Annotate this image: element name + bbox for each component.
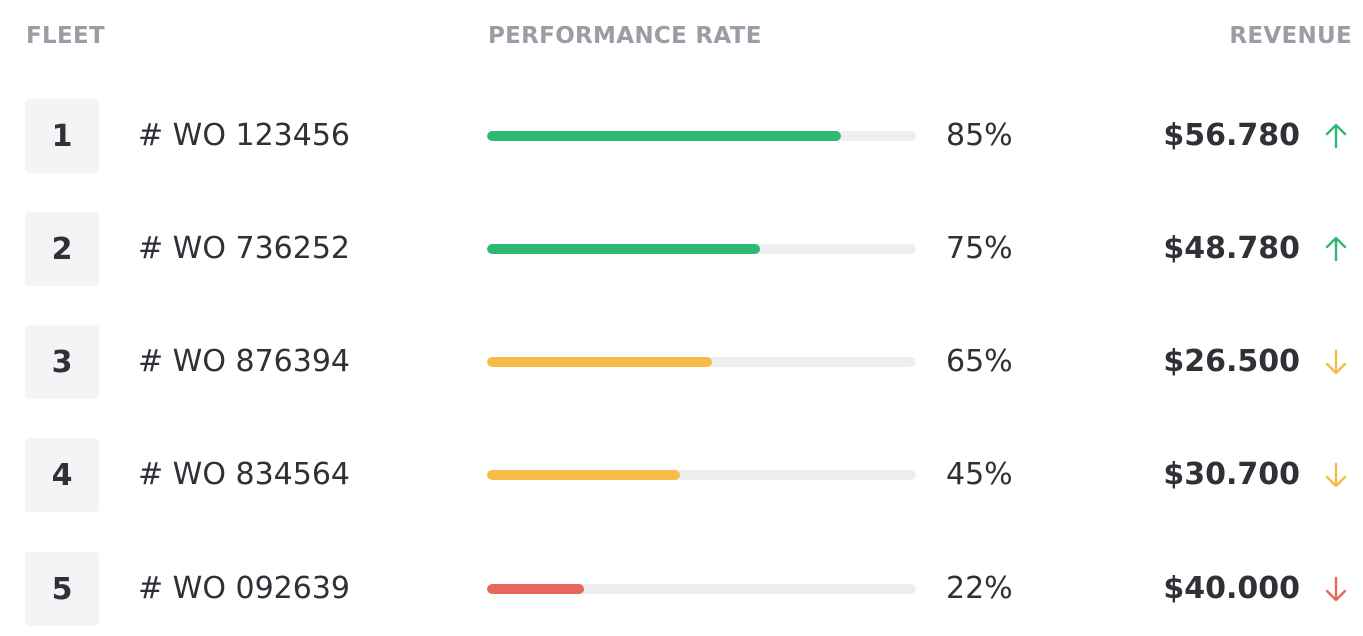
trend-down-arrow-icon <box>1325 462 1347 488</box>
table-row[interactable]: 4 # WO 834564 45% $30.700 <box>0 438 1363 512</box>
performance-rate: 75% <box>946 231 1013 266</box>
table-row[interactable]: 2 # WO 736252 75% $48.780 <box>0 212 1363 286</box>
performance-rate: 22% <box>946 571 1013 606</box>
work-order-id: # WO 736252 <box>138 231 351 266</box>
work-order-id: # WO 092639 <box>138 571 351 606</box>
performance-bar-fill <box>487 584 584 594</box>
rank-badge: 3 <box>25 325 99 399</box>
performance-bar <box>487 131 916 141</box>
work-order-id: # WO 876394 <box>138 344 351 379</box>
trend-down-arrow-icon <box>1325 576 1347 602</box>
fleet-column-header: FLEET <box>26 23 105 49</box>
revenue-column-header: REVENUE <box>1229 23 1352 49</box>
performance-bar-fill <box>487 244 761 254</box>
performance-rate-column-header: PERFORMANCE RATE <box>488 23 762 49</box>
performance-bar <box>487 244 916 254</box>
rank-badge: 5 <box>25 552 99 626</box>
table-row[interactable]: 3 # WO 876394 65% $26.500 <box>0 325 1363 399</box>
performance-bar-fill <box>487 470 681 480</box>
rank-badge: 4 <box>25 438 99 512</box>
work-order-id: # WO 123456 <box>138 118 351 153</box>
rank-badge: 2 <box>25 212 99 286</box>
trend-down-arrow-icon <box>1325 349 1347 375</box>
table-row[interactable]: 5 # WO 092639 22% $40.000 <box>0 552 1363 626</box>
work-order-id: # WO 834564 <box>138 457 351 492</box>
revenue-value: $40.000 <box>1163 571 1300 606</box>
rank-badge: 1 <box>25 99 99 173</box>
revenue-value: $56.780 <box>1163 118 1300 153</box>
revenue-value: $30.700 <box>1163 457 1300 492</box>
performance-bar <box>487 357 916 367</box>
trend-up-arrow-icon <box>1325 236 1347 262</box>
revenue-value: $48.780 <box>1163 231 1300 266</box>
revenue-value: $26.500 <box>1163 344 1300 379</box>
performance-rate: 45% <box>946 457 1013 492</box>
table-row[interactable]: 1 # WO 123456 85% $56.780 <box>0 99 1363 173</box>
trend-up-arrow-icon <box>1325 123 1347 149</box>
performance-rate: 85% <box>946 118 1013 153</box>
performance-bar-fill <box>487 357 713 367</box>
performance-bar-fill <box>487 131 841 141</box>
performance-bar <box>487 470 916 480</box>
performance-rate: 65% <box>946 344 1013 379</box>
performance-bar <box>487 584 916 594</box>
